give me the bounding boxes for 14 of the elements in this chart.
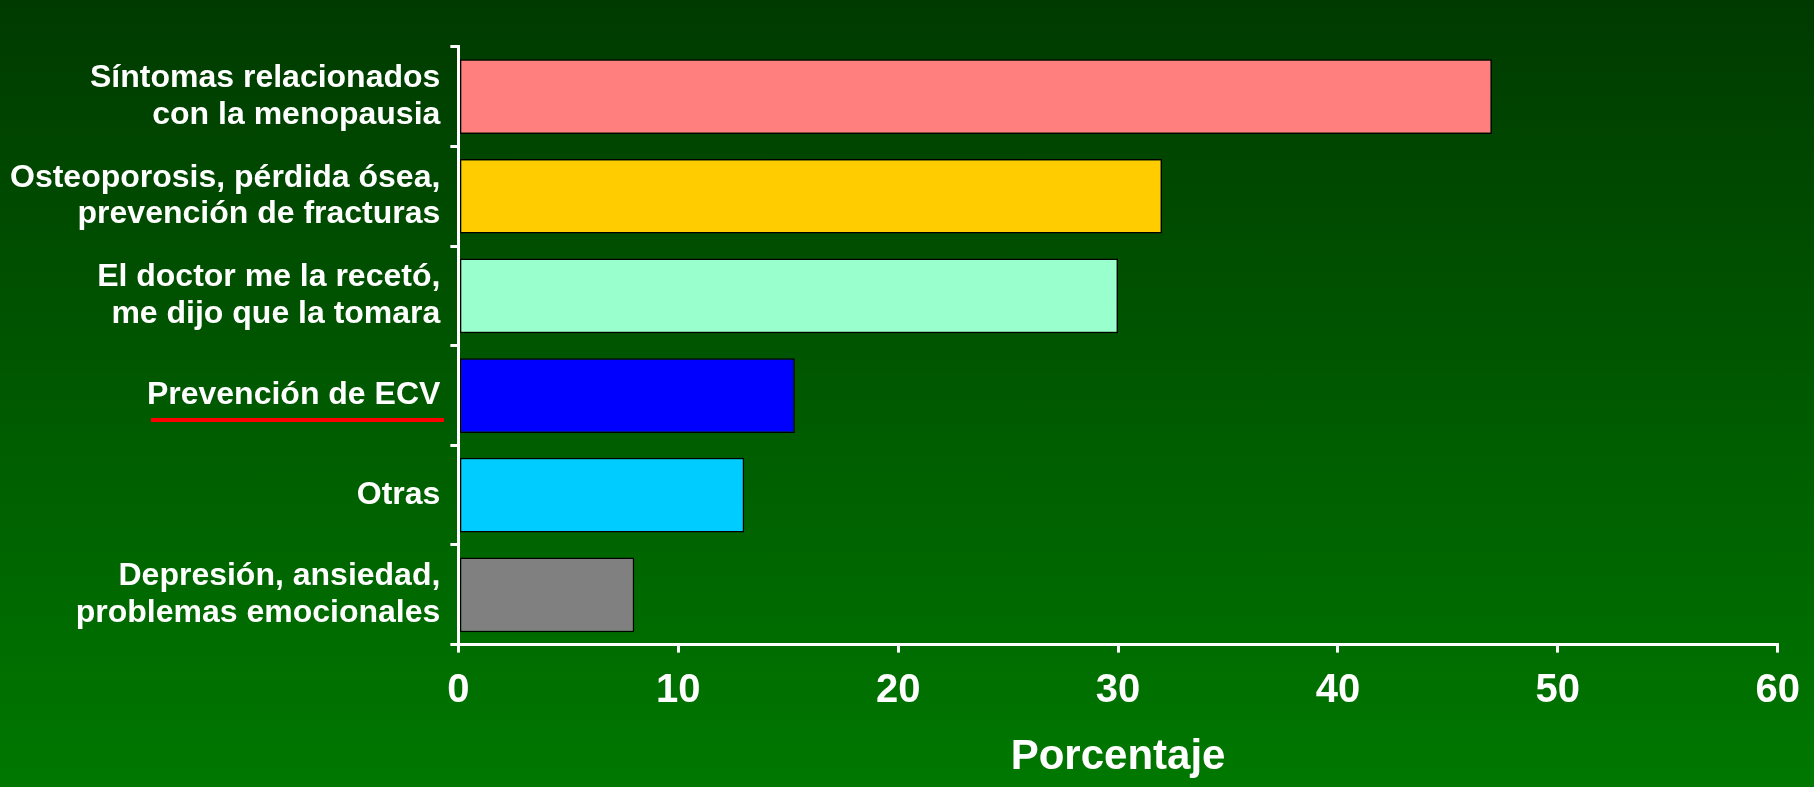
x-axis-title: Porcentaje <box>1010 731 1226 779</box>
y-tick-label: Otras <box>356 474 441 511</box>
y-tick-label: Prevención de ECV <box>146 375 441 412</box>
x-tick-label: 20 <box>875 665 921 710</box>
y-tick-label: Depresión, ansiedad, problemas emocionales <box>75 556 441 630</box>
x-tick-label: 10 <box>656 665 701 710</box>
y-tick-label: Síntomas relacionados con la menopausia <box>90 58 441 131</box>
y-tick-label: Osteoporosis, pérdida ósea, prevención de fracturas <box>10 157 441 231</box>
x-tick-label: 50 <box>1535 665 1581 710</box>
y-tick-label: El doctor me la recetó, me dijo que la tomara <box>97 257 441 331</box>
x-tick-label: 0 <box>447 665 470 710</box>
x-tick-label: 30 <box>1095 665 1141 710</box>
x-tick-label: 40 <box>1315 665 1361 710</box>
x-tick-label: 60 <box>1755 665 1800 710</box>
